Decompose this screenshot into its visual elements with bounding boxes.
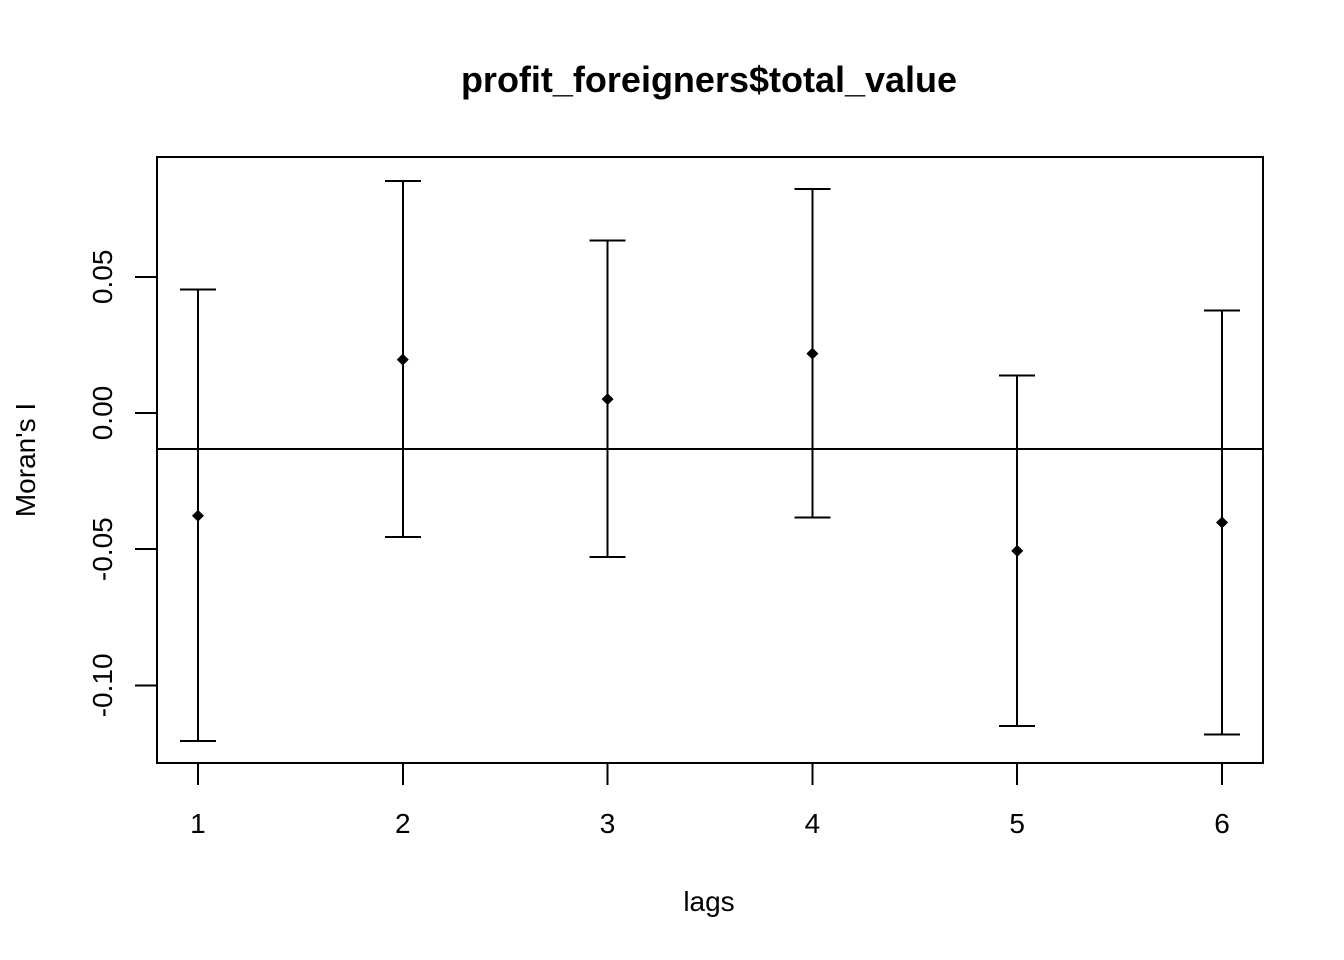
chart-title: profit_foreigners$total_value: [461, 59, 957, 100]
data-marks: [179, 180, 1241, 743]
x-tick-label-6: 6: [1214, 808, 1230, 839]
y-tick-label-0.00: 0.00: [87, 386, 118, 441]
point-estimate-lag-2: [396, 353, 409, 366]
point-estimate-lag-1: [191, 509, 204, 522]
y-tick-label-0.05: 0.05: [87, 250, 118, 305]
x-tick-label-4: 4: [805, 808, 821, 839]
error-bar-lag-5: [999, 374, 1036, 728]
y-axis: -0.10 -0.05 0.00 0.05: [87, 250, 157, 717]
error-bar-lag-3: [589, 239, 626, 558]
y-tick-label--0.10: -0.10: [87, 653, 118, 717]
x-axis: 1 2 3 4 5 6: [190, 763, 1230, 839]
x-axis-label: lags: [683, 886, 734, 917]
point-estimate-lag-3: [601, 393, 614, 406]
x-tick-label-2: 2: [395, 808, 411, 839]
error-bar-lag-6: [1204, 309, 1241, 736]
point-estimate-lag-6: [1216, 516, 1229, 529]
x-tick-label-1: 1: [190, 808, 206, 839]
x-tick-label-3: 3: [600, 808, 616, 839]
point-estimate-lag-4: [806, 347, 819, 360]
point-estimate-lag-5: [1011, 544, 1024, 557]
x-tick-label-5: 5: [1009, 808, 1025, 839]
y-tick-label--0.05: -0.05: [87, 517, 118, 581]
y-axis-label: Moran's I: [10, 403, 41, 517]
plot-frame: [156, 156, 1264, 764]
error-bar-lag-1: [179, 288, 216, 743]
error-bar-lag-2: [384, 180, 421, 538]
error-bar-lag-4: [794, 188, 831, 519]
